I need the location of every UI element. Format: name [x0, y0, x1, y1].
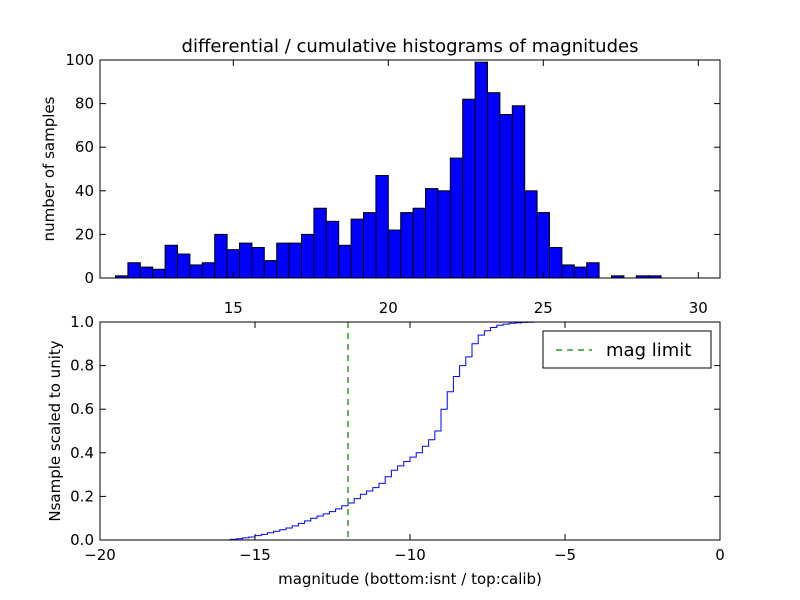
cumulative-y-tick-label: 0.0: [70, 531, 94, 549]
cumulative-x-tick-label: −10: [394, 546, 426, 564]
histogram-bar: [536, 212, 550, 279]
cumulative-y-ticks: 0.0 0.2 0.4 0.6 0.8 1.0: [70, 313, 720, 549]
cumulative-y-tick-label: 0.4: [70, 444, 94, 462]
histogram-bar: [301, 233, 315, 279]
histogram-bar: [474, 61, 489, 279]
histogram-bar: [251, 246, 265, 279]
histogram-bar: [573, 266, 588, 279]
histogram-bar: [350, 218, 365, 279]
cumulative-x-tick-label: −20: [84, 546, 116, 564]
histogram-y-tick-label: 80: [75, 95, 94, 113]
histogram-bar: [263, 260, 278, 279]
cumulative-x-tick-label: −5: [554, 546, 576, 564]
histogram-bar: [139, 266, 154, 279]
histogram-y-tick-label: 0: [84, 269, 94, 287]
histogram-bar: [499, 114, 513, 279]
histogram-y-tick-label: 100: [65, 51, 94, 69]
cumulative-step-line: [100, 321, 721, 541]
cumulative-y-tick-label: 0.2: [70, 487, 94, 505]
histogram-x-tick-label: 15: [224, 299, 243, 317]
histogram-y-tick-label: 60: [75, 138, 94, 156]
histogram-y-label: number of samples: [40, 96, 58, 241]
histogram-bar: [152, 268, 166, 279]
histogram-bar: [164, 244, 179, 279]
cumulative-y-tick-label: 0.8: [70, 357, 94, 375]
histogram-bar: [437, 190, 451, 279]
histogram-x-tick-label: 20: [379, 299, 398, 317]
histogram-bar: [177, 253, 191, 279]
histogram-bar: [201, 262, 216, 279]
legend: mag limit: [542, 330, 712, 369]
histogram-bar: [400, 212, 414, 279]
histogram-bar: [313, 207, 327, 279]
cumulative-x-tick-label: 0: [715, 546, 725, 564]
histogram-bar: [338, 244, 352, 279]
histogram-axes-frame: [99, 59, 721, 279]
histogram-bar: [363, 212, 377, 279]
histogram-bar: [325, 220, 340, 279]
histogram-bar: [487, 92, 501, 279]
histogram-bar: [412, 207, 427, 279]
histogram-bars: [115, 61, 662, 279]
histogram-x-ticks: 15 20 25 30: [224, 60, 708, 317]
histogram-bar: [276, 242, 290, 279]
histogram-bar: [239, 242, 253, 279]
legend-mag-limit-label: mag limit: [606, 340, 691, 361]
histogram-bar: [387, 229, 402, 279]
histogram-panel: differential / cumulative histograms of …: [40, 36, 721, 317]
histogram-bar: [561, 264, 575, 279]
histogram-bar: [549, 246, 563, 279]
cumulative-y-tick-label: 0.6: [70, 400, 94, 418]
histogram-bar: [586, 262, 600, 279]
histogram-bar: [288, 242, 303, 279]
histogram-bar: [189, 264, 203, 279]
cumulative-x-label: magnitude (bottom:isnt / top:calib): [278, 570, 542, 588]
histogram-y-tick-label: 40: [75, 182, 94, 200]
histogram-bar: [127, 262, 141, 279]
cumulative-x-tick-label: −15: [239, 546, 271, 564]
cumulative-y-tick-label: 1.0: [70, 313, 94, 331]
histogram-x-tick-label: 25: [534, 299, 553, 317]
cumulative-panel: 0.0 0.2 0.4 0.6 0.8 1.0 −20 −15 −10 −5 0 Nsample …: [46, 313, 725, 588]
histogram-y-tick-label: 20: [75, 225, 94, 243]
chart-title: differential / cumulative histograms of …: [182, 36, 639, 57]
cumulative-axes-frame: [99, 321, 721, 541]
histogram-bar: [524, 190, 538, 279]
histogram-bar: [214, 233, 228, 279]
histogram-bar: [511, 105, 526, 279]
histogram-bar: [425, 188, 439, 279]
histogram-bar: [462, 98, 476, 279]
histogram-bar: [449, 157, 464, 279]
cumulative-y-label: Nsample scaled to unity: [46, 340, 64, 521]
cumulative-x-ticks: −20 −15 −10 −5 0: [84, 322, 725, 564]
histogram-x-tick-label: 30: [689, 299, 708, 317]
histogram-bar: [375, 175, 389, 279]
